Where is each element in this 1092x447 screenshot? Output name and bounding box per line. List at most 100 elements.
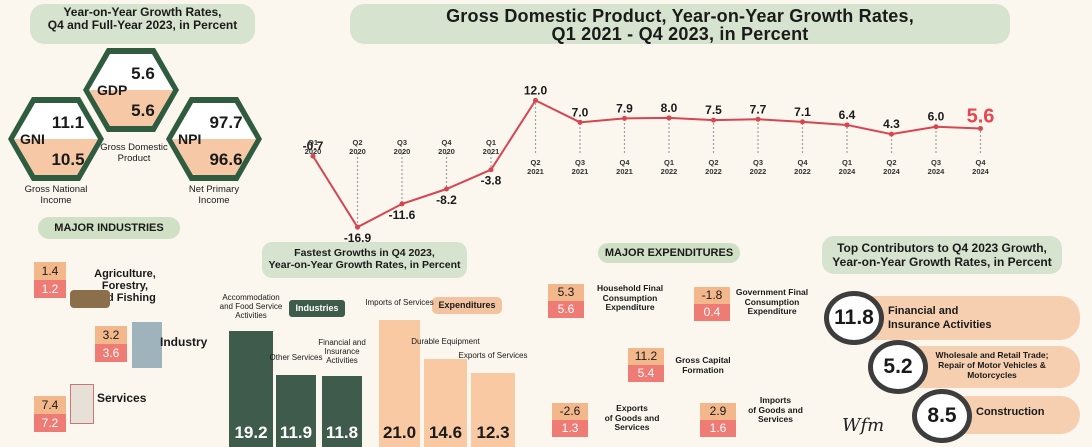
gni-q4-value: 11.1 bbox=[51, 113, 85, 132]
x-tick-year-3: 2020 bbox=[438, 147, 455, 156]
fastest-title-line2: Year-on-Year Growth Rates, in Percent bbox=[268, 259, 461, 271]
gni-code: GNI bbox=[20, 131, 45, 147]
gdp-value-label-11: 7.1 bbox=[794, 105, 811, 119]
x-tick-quarter-11: Q4 bbox=[797, 158, 808, 167]
exp-capital-top: 11.2 bbox=[628, 348, 664, 365]
exp-government-label: Government Final Consumption Expenditure bbox=[732, 287, 812, 317]
npi-q4-value: 97.7 bbox=[209, 113, 243, 132]
exp-household-values: 5.3 5.6 bbox=[548, 284, 584, 318]
gdp-line-chart: -0.7Q12020-16.9Q22020-11.6Q32020-8.2Q420… bbox=[303, 83, 995, 242]
fastest-title-line1: Fastest Growths in Q4 2023, bbox=[294, 247, 435, 259]
gdp-point-12 bbox=[844, 122, 850, 128]
exp-imports-top: 2.9 bbox=[700, 403, 736, 420]
gdp-series-line bbox=[312, 99, 981, 229]
gni-hexagon: 11.1 10.5 GNI bbox=[8, 97, 104, 181]
exp-capital-line2: Formation bbox=[682, 364, 724, 375]
gni-caption: Gross National Income bbox=[8, 184, 104, 206]
gdp-value-label-8: 8.0 bbox=[661, 101, 678, 115]
npi-code: NPI bbox=[178, 131, 202, 147]
x-tick-quarter-14: Q3 bbox=[931, 158, 941, 167]
npi-caption-line2: Income bbox=[198, 195, 230, 206]
x-tick-quarter-5: Q2 bbox=[530, 158, 540, 167]
expenditure-bar-label-1: Durable Equipment bbox=[411, 336, 480, 346]
x-tick-quarter-3: Q4 bbox=[441, 138, 452, 147]
exp-household-bottom: 5.6 bbox=[548, 301, 584, 318]
npi-full-year-value: 96.6 bbox=[209, 150, 243, 169]
expenditure-bar-0: 21.0 bbox=[379, 320, 420, 447]
gdp-point-11 bbox=[800, 119, 805, 125]
exp-exports-line3: Services bbox=[614, 422, 650, 432]
exp-exports-line1: Exports bbox=[616, 403, 648, 413]
gdp-point-8 bbox=[666, 115, 672, 121]
industry-bar-label-0: Accommodation and Food Service Activitie… bbox=[219, 292, 283, 320]
industry-bar-label-1: Other Services bbox=[269, 353, 323, 363]
exp-imports-bottom: 1.6 bbox=[700, 420, 736, 437]
exp-exports-line2: of Goods and bbox=[604, 412, 660, 423]
industry-agri-values: 1.4 1.2 bbox=[34, 262, 66, 298]
exp-government-top: -1.8 bbox=[694, 287, 730, 304]
factory-icon bbox=[132, 322, 162, 368]
gdp-value-label-9: 7.5 bbox=[705, 103, 722, 117]
contrib-2-line2: Repair of Motor Vehicles & bbox=[938, 360, 1046, 370]
expenditure-bar-2: 12.3 bbox=[471, 372, 515, 447]
x-tick-quarter-13: Q2 bbox=[886, 158, 896, 167]
hospital-icon bbox=[70, 384, 94, 424]
contrib-2-line1: Wholesale and Retail Trade; bbox=[935, 350, 1049, 360]
industry-industry-label: Industry bbox=[160, 335, 208, 349]
industry-bar-1: 11.9 bbox=[276, 375, 316, 447]
gdp-point-3 bbox=[444, 186, 449, 192]
x-tick-quarter-10: Q3 bbox=[753, 158, 763, 167]
fastest-title: Fastest Growths in Q4 2023, Year-on-Year… bbox=[262, 242, 467, 278]
gdp-code: GDP bbox=[97, 82, 128, 98]
industry-bar-value-2: 11.8 bbox=[325, 423, 359, 442]
x-tick-quarter-6: Q3 bbox=[575, 158, 585, 167]
contrib-2-band bbox=[900, 346, 1080, 388]
main-title-line1: Gross Domestic Product, Year-on-Year Gro… bbox=[446, 6, 914, 26]
gdp-value-label-13: 4.3 bbox=[883, 117, 900, 131]
x-tick-year-13: 2024 bbox=[883, 167, 901, 176]
expenditures-title: MAJOR EXPENDITURES bbox=[598, 243, 740, 263]
x-tick-year-6: 2021 bbox=[572, 167, 589, 176]
industry-services-top: 7.4 bbox=[34, 396, 66, 414]
industries-title: MAJOR INDUSTRIES bbox=[38, 217, 180, 239]
expenditure-bar-1: 14.6 bbox=[424, 358, 467, 447]
exp-imports-line2: of Goods and bbox=[748, 404, 803, 415]
x-tick-year-10: 2022 bbox=[750, 167, 767, 176]
exp-government-values: -1.8 0.4 bbox=[694, 287, 730, 321]
gdp-caption-line1: Gross Domestic bbox=[100, 142, 168, 153]
npi-caption: Net Primary Income bbox=[166, 184, 262, 206]
expenditures-tag: Expenditures bbox=[432, 297, 502, 314]
x-tick-year-7: 2021 bbox=[616, 167, 633, 176]
gni-caption-line2: Income bbox=[40, 195, 72, 206]
exp-exports-top: -2.6 bbox=[552, 403, 588, 420]
gdp-value-label-15: 5.6 bbox=[967, 105, 995, 127]
gdp-value-label-12: 6.4 bbox=[839, 108, 856, 122]
gdp-point-0 bbox=[310, 153, 316, 159]
x-tick-quarter-15: Q4 bbox=[975, 158, 986, 167]
tractor-icon bbox=[70, 290, 110, 308]
gdp-value-label-4: -3.8 bbox=[481, 174, 502, 188]
x-tick-quarter-0: Q1 bbox=[308, 138, 318, 147]
expenditure-bar-value-0: 21.0 bbox=[382, 423, 417, 442]
gdp-point-4 bbox=[488, 167, 494, 173]
exp-exports-values: -2.6 1.3 bbox=[552, 403, 588, 437]
gdp-point-5 bbox=[533, 97, 538, 103]
x-tick-year-4: 2021 bbox=[483, 147, 500, 156]
contrib-1-band bbox=[850, 296, 1080, 340]
industry-bar-2: 11.8 bbox=[322, 375, 362, 447]
x-tick-year-1: 2020 bbox=[349, 147, 366, 156]
contrib-3-value: 8.5 bbox=[912, 389, 972, 443]
main-title: Gross Domestic Product, Year-on-Year Gro… bbox=[350, 4, 1010, 44]
contrib-2-value: 5.2 bbox=[868, 340, 928, 394]
contrib-1-value: 11.8 bbox=[824, 291, 884, 345]
x-tick-quarter-7: Q4 bbox=[619, 158, 630, 167]
industry-bar-0: 19.2 bbox=[229, 330, 273, 447]
gdp-value-label-14: 6.0 bbox=[928, 110, 945, 124]
exp-government-line2: Consumption bbox=[744, 296, 800, 307]
gdp-value-label-7: 7.9 bbox=[616, 101, 633, 115]
exp-exports-bottom: 1.3 bbox=[552, 420, 588, 437]
gdp-hexagon: 5.6 5.6 GDP bbox=[83, 48, 179, 132]
industry-services-label: Services bbox=[97, 391, 147, 405]
x-tick-year-0: 2020 bbox=[305, 147, 322, 156]
expenditure-bar-value-2: 12.3 bbox=[476, 423, 510, 442]
